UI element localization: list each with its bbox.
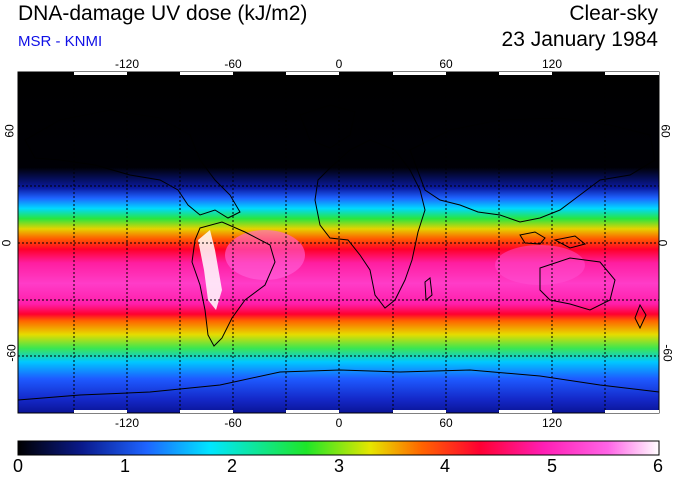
colorbar-tick: 1 <box>119 456 131 476</box>
colorbar <box>17 440 660 456</box>
lon-tick-top: 0 <box>335 57 343 71</box>
lon-tick-top: 60 <box>439 57 453 71</box>
lon-tick-bottom: -60 <box>224 416 242 430</box>
colorbar-tick: 5 <box>546 456 558 476</box>
colorbar-tick: 6 <box>652 456 664 476</box>
lon-tick-bottom: 60 <box>439 416 453 430</box>
lon-tick-top: 120 <box>541 57 563 71</box>
colorbar-tick: 4 <box>439 456 451 476</box>
lon-tick-bottom: 120 <box>541 416 563 430</box>
frame-ticks <box>74 72 659 413</box>
map-title: DNA-damage UV dose (kJ/m2) <box>18 2 308 25</box>
lon-tick-bottom: -120 <box>114 416 140 430</box>
colorbar-tick: 0 <box>12 456 24 476</box>
colorbar-tick: 2 <box>226 456 238 476</box>
coastlines <box>17 104 660 401</box>
andes-max-uv <box>198 230 222 310</box>
colorbar-tick: 3 <box>333 456 345 476</box>
lon-tick-top: -120 <box>114 57 140 71</box>
lon-tick-top: -60 <box>224 57 242 71</box>
lon-tick-bottom: 0 <box>335 416 343 430</box>
uv-hotspot <box>225 230 305 280</box>
uv-hotspot <box>495 245 585 285</box>
map-date: 23 January 1984 <box>501 28 658 51</box>
sky-condition: Clear-sky <box>569 2 658 25</box>
source-label: MSR - KNMI <box>18 33 103 50</box>
